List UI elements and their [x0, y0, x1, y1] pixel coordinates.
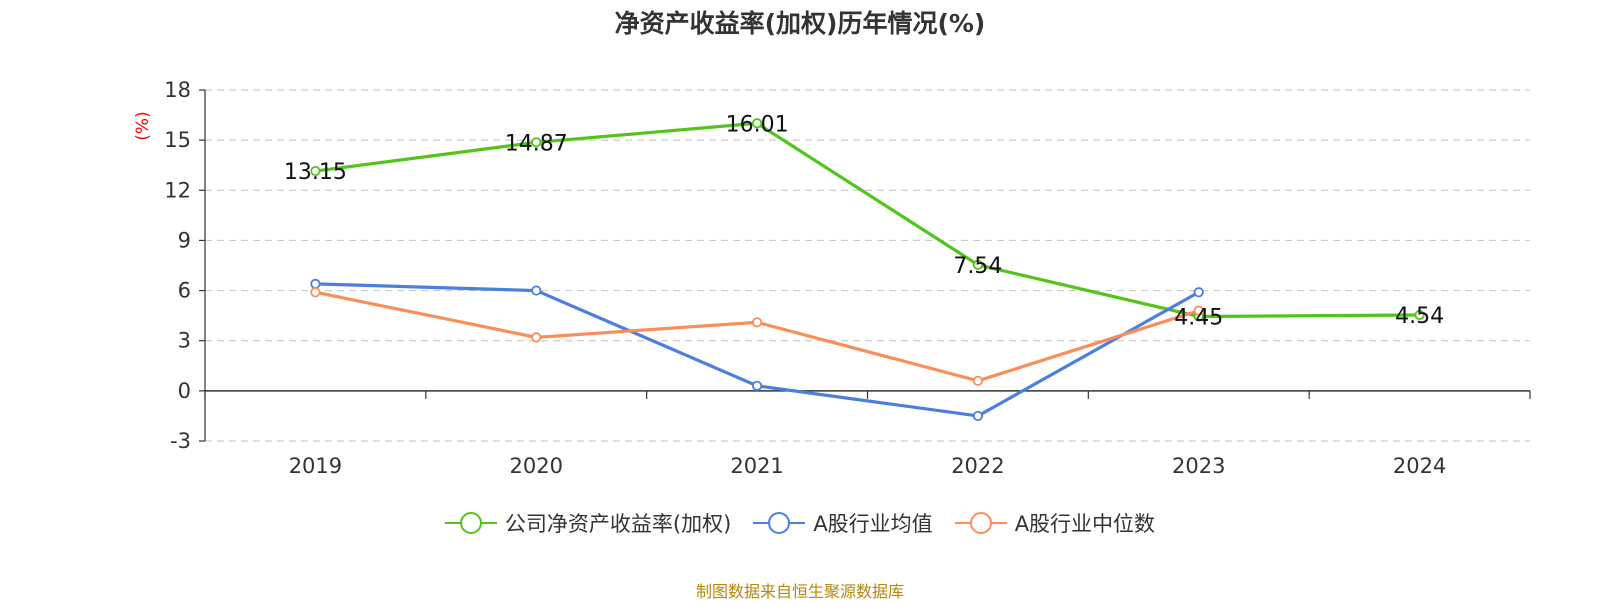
x-tick-label: 2020 — [510, 454, 563, 478]
data-point — [310, 278, 321, 289]
y-tick-label: -3 — [170, 429, 191, 453]
y-tick-label: 18 — [164, 78, 191, 102]
y-tick-label: 9 — [178, 228, 191, 252]
chart-title: 净资产收益率(加权)历年情况(%) — [614, 9, 986, 38]
x-tick-label: 2024 — [1393, 454, 1446, 478]
legend-label: A股行业均值 — [813, 512, 933, 536]
legend-swatch-icon — [954, 511, 1007, 535]
legend-item[interactable]: 公司净资产收益率(加权) — [444, 508, 732, 538]
data-label: 4.45 — [1174, 305, 1223, 330]
series-layer — [310, 118, 1425, 422]
data-point — [972, 375, 984, 386]
label-layer: 13.15 14.87 16.01 7.54 4.45 4.54 — [284, 112, 1444, 330]
data-label: 16.01 — [726, 112, 789, 137]
data-point — [751, 380, 763, 391]
axis-layer: -3 0 3 6 9 12 15 18 2019 2020 2021 2022 2023 2024 (%) — [133, 78, 1531, 478]
y-tick-label: 0 — [178, 379, 191, 403]
data-point — [310, 165, 321, 177]
legend-label: A股行业中位数 — [1014, 512, 1156, 536]
data-point — [972, 410, 984, 422]
x-tick-label: 2023 — [1172, 454, 1225, 478]
series-0 — [310, 118, 1425, 322]
data-point — [531, 332, 542, 343]
series-line — [315, 282, 1200, 418]
grid-layer — [205, 89, 1530, 442]
legend-item[interactable]: A股行业中位数 — [954, 508, 1156, 538]
data-label: 7.54 — [953, 254, 1002, 279]
y-axis-title: (%) — [133, 111, 153, 140]
data-point — [1193, 305, 1204, 316]
x-tick-label: 2022 — [951, 454, 1004, 478]
data-point — [972, 259, 984, 270]
legend-item[interactable]: A股行业均值 — [753, 508, 933, 538]
source-note: 制图数据来自恒生聚源数据库 — [695, 582, 904, 601]
data-point — [531, 285, 542, 296]
legend-label: 公司净资产收益率(加权) — [504, 512, 732, 536]
legend-swatch-icon — [753, 511, 806, 535]
legend-swatch-icon — [444, 511, 497, 535]
data-point — [310, 287, 321, 298]
series-line — [315, 121, 1420, 319]
data-point — [751, 317, 763, 328]
y-tick-label: 12 — [164, 178, 191, 202]
series-2 — [310, 287, 1204, 386]
legend: 公司净资产收益率(加权) A股行业均值 A股行业中位数 — [0, 508, 1600, 538]
data-label: 14.87 — [505, 131, 568, 156]
data-point — [1193, 287, 1204, 298]
series-1 — [310, 278, 1204, 422]
y-tick-label: 6 — [178, 279, 191, 303]
data-label: 13.15 — [284, 160, 347, 185]
y-tick-label: 15 — [164, 128, 191, 152]
data-point — [751, 118, 763, 129]
data-point — [1414, 309, 1425, 321]
data-label: 4.54 — [1395, 304, 1444, 329]
y-tick-label: 3 — [178, 329, 191, 353]
data-point — [531, 137, 542, 148]
x-tick-label: 2019 — [289, 454, 342, 478]
x-tick-label: 2021 — [730, 454, 783, 478]
